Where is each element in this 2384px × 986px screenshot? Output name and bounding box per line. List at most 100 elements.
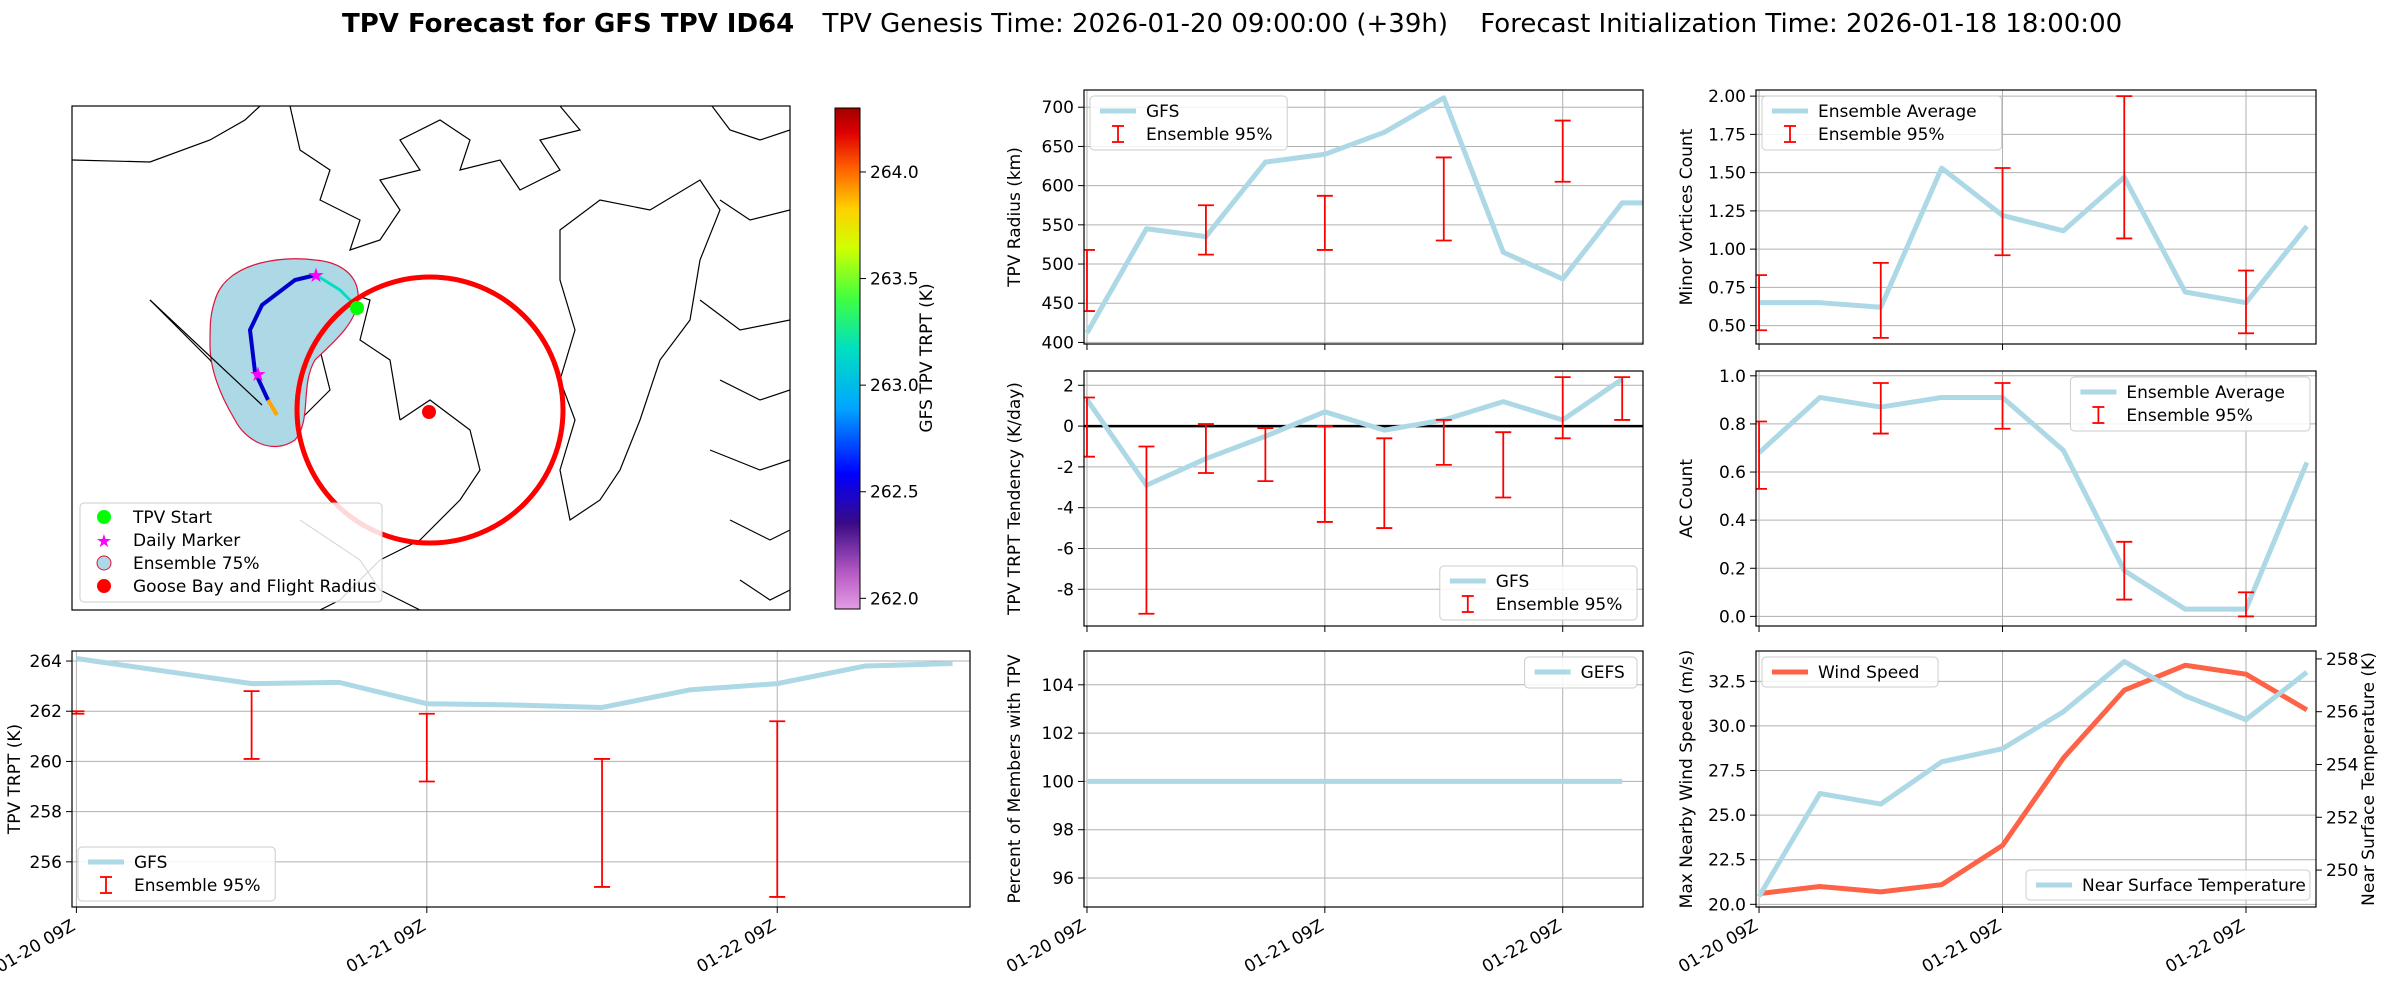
y-tick-label: 98 — [1052, 821, 1074, 841]
legend-label: Ensemble 95% — [2126, 406, 2253, 426]
series-line-gfs — [76, 656, 953, 710]
legend-box — [1761, 95, 2003, 151]
y-tick-label: 400 — [1042, 333, 1074, 353]
y-axis-label: AC Count — [1677, 459, 1697, 538]
y-tick-label: 0 — [1063, 417, 1074, 437]
errorbar — [769, 720, 786, 898]
errorbar — [1994, 382, 2011, 430]
y-tick-label: 32.5 — [1708, 672, 1746, 692]
series-line-gfs — [1084, 377, 1624, 488]
flight-path-line — [149, 299, 263, 406]
y-tick-label: 260 — [30, 752, 62, 772]
errorbar — [2238, 591, 2254, 618]
y-axis-label: Percent of Members with TPV — [1005, 654, 1025, 903]
tpv-track-late — [266, 398, 279, 417]
chart-legend: GEFS — [1524, 656, 1638, 689]
y-axis-label: TPV TRPT Tendency (K/day) — [1005, 382, 1025, 616]
y-tick-label: 550 — [1042, 216, 1074, 236]
legend-label: Ensemble 95% — [1818, 125, 1945, 145]
map-legend: TPV Start ★ Daily Marker Ensemble 75% Go… — [79, 502, 383, 603]
chart-legend: Ensemble Average Ensemble 95% — [2069, 376, 2311, 432]
y-tick-label: 1.25 — [1708, 202, 1746, 222]
chart-legend: Ensemble Average Ensemble 95% — [1761, 95, 2003, 151]
plot-area — [1756, 659, 2309, 898]
plot-area — [1084, 376, 1643, 615]
legend-goose-bay: Goose Bay and Flight Radius — [133, 577, 377, 597]
legend-daily-marker: Daily Marker — [133, 531, 240, 551]
legend-label: GEFS — [1581, 663, 1625, 683]
legend-label: Ensemble 95% — [134, 876, 261, 896]
errorbar — [2238, 269, 2254, 335]
y-tick-label: 0.75 — [1708, 278, 1746, 298]
chart-tendency: -8 -6 -4 -2 0 2 TPV TRPT Tendency (K/day) GFS En… — [1005, 370, 1644, 632]
y-tick-label: 22.5 — [1708, 851, 1746, 871]
y-tick-label: 102 — [1042, 724, 1074, 744]
y-tick-label: 650 — [1042, 137, 1074, 157]
coastline-europe — [699, 106, 790, 601]
chart-legend: GFS Ensemble 95% — [1439, 565, 1638, 621]
plot-area — [1084, 95, 1643, 335]
errorbar — [1614, 376, 1631, 421]
colorbar-gradient — [834, 107, 861, 610]
errorbar — [1435, 156, 1452, 242]
title-main: TPV Forecast for GFS TPV ID64 — [342, 9, 794, 39]
y-tick-label: 700 — [1042, 98, 1074, 118]
legend-label: GFS — [1146, 102, 1179, 122]
y-right-tick-label: 258 — [2326, 650, 2358, 670]
chart-legend: GFS Ensemble 95% — [77, 846, 276, 902]
errorbar — [72, 710, 85, 715]
y-tick-label: 1.00 — [1708, 240, 1746, 260]
legend-goose-bay-icon — [97, 579, 111, 593]
y-tick-label: 262 — [30, 702, 62, 722]
map-frame — [71, 105, 791, 611]
tpv-start-marker — [350, 301, 364, 315]
legend-box — [1089, 95, 1288, 151]
legend-tpv-start: TPV Start — [132, 508, 213, 528]
errorbar — [2116, 95, 2133, 240]
y-tick-label: 1.75 — [1708, 125, 1746, 145]
colorbar-tick-label: 263.0 — [870, 376, 919, 396]
title-genesis: TPV Genesis Time: 2026-01-20 09:00:00 (+… — [822, 9, 1449, 39]
legend-tpv-start-icon — [97, 510, 111, 524]
colorbar-tick-label: 263.5 — [870, 270, 919, 290]
colorbar-ticks: 264.0 263.5 263.0 262.5 262.0 — [860, 163, 919, 609]
plot-area — [1756, 382, 2310, 618]
legend-label: Wind Speed — [1818, 663, 1919, 683]
tpv-track — [247, 273, 317, 401]
errorbar — [594, 758, 611, 888]
y-right-tick-label: 254 — [2326, 755, 2358, 775]
y-tick-label: -4 — [1057, 499, 1074, 519]
y-tick-label: 30.0 — [1708, 717, 1746, 737]
errorbar — [1138, 445, 1155, 615]
goose-bay-marker — [422, 405, 436, 419]
series-line-gfs — [1084, 95, 1643, 335]
colorbar-tick-label: 262.5 — [870, 483, 919, 503]
errorbar — [243, 690, 260, 760]
errorbar — [1554, 119, 1571, 183]
colorbar: 264.0 263.5 263.0 262.5 262.0 GFS TPV TRPT (… — [834, 107, 937, 610]
errorbar — [1756, 420, 1768, 490]
errorbar — [1197, 423, 1214, 474]
y-tick-label: 0.8 — [1719, 415, 1746, 435]
chart-legend: GFS Ensemble 95% — [1089, 95, 1288, 151]
y-tick-label: 258 — [30, 803, 62, 823]
legend-box — [77, 846, 276, 902]
errorbar — [1872, 262, 1889, 339]
figure-title: TPV Forecast for GFS TPV ID64 TPV Genesi… — [342, 9, 2122, 39]
y-axis-label-right: Near Surface Temperature (K) — [2359, 652, 2379, 906]
map-legend-box — [79, 502, 383, 603]
plot-area — [1756, 95, 2309, 339]
y-tick-label: 20.0 — [1708, 895, 1746, 915]
chart-legend: Near Surface Temperature — [2025, 869, 2311, 901]
y-tick-label: 0.50 — [1708, 317, 1746, 337]
y-tick-label: 500 — [1042, 255, 1074, 275]
legend-ensemble-75: Ensemble 75% — [133, 554, 260, 574]
series-line-ensemble-average — [1759, 165, 2309, 310]
daily-marker-2: ★ — [249, 362, 267, 386]
y-tick-label: 100 — [1042, 772, 1074, 792]
coastline-arctic-islands — [289, 106, 582, 251]
y-axis-label: Minor Vortices Count — [1677, 128, 1697, 305]
errorbar — [1316, 194, 1333, 251]
colorbar-label: GFS TPV TRPT (K) — [917, 283, 937, 432]
